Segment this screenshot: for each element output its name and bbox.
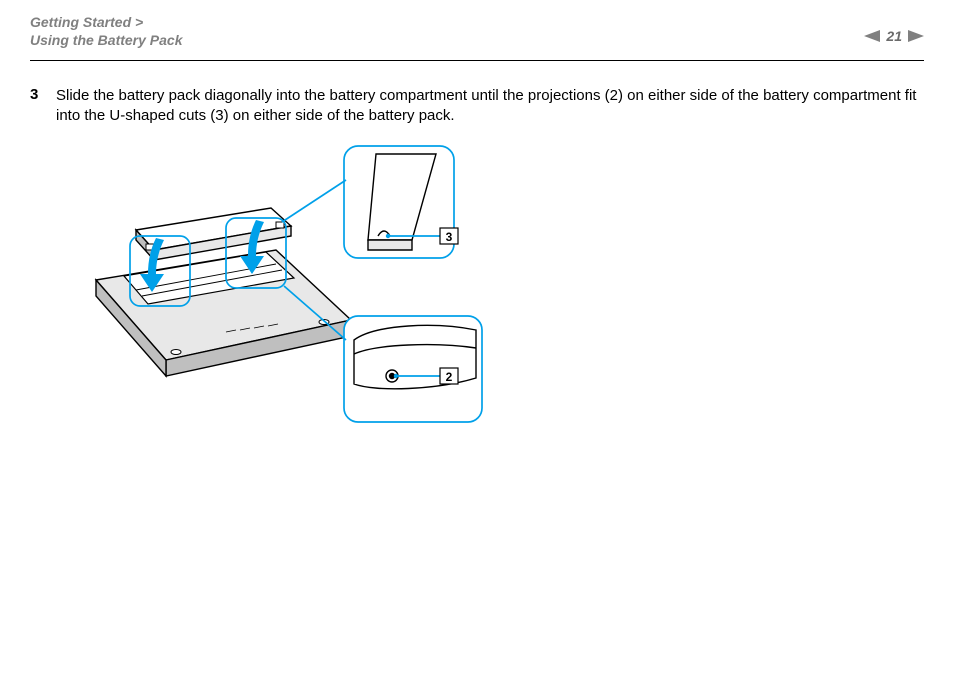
- page: Getting Started > Using the Battery Pack…: [0, 0, 954, 674]
- prev-page-icon[interactable]: [864, 30, 880, 42]
- detail-top: 3: [344, 146, 458, 258]
- breadcrumb: Getting Started > Using the Battery Pack: [30, 14, 924, 49]
- step-text: Slide the battery pack diagonally into t…: [56, 86, 924, 127]
- page-header: Getting Started > Using the Battery Pack: [30, 14, 924, 49]
- leader-line-top: [282, 180, 346, 222]
- header-divider: [30, 60, 924, 61]
- figure-battery-install: 3 2: [76, 140, 496, 440]
- page-nav: 21: [864, 28, 924, 44]
- next-page-icon[interactable]: [908, 30, 924, 42]
- breadcrumb-line-1: Getting Started >: [30, 14, 143, 30]
- instruction-step: 3 Slide the battery pack diagonally into…: [30, 86, 924, 127]
- laptop-body: [96, 250, 351, 376]
- callout-label-3: 3: [446, 230, 453, 244]
- detail-bottom: 2: [344, 316, 482, 422]
- content: 3 Slide the battery pack diagonally into…: [30, 86, 924, 127]
- breadcrumb-line-2: Using the Battery Pack: [30, 32, 183, 48]
- callout-label-2: 2: [446, 370, 453, 384]
- step-number: 3: [30, 86, 56, 103]
- page-number: 21: [886, 28, 902, 44]
